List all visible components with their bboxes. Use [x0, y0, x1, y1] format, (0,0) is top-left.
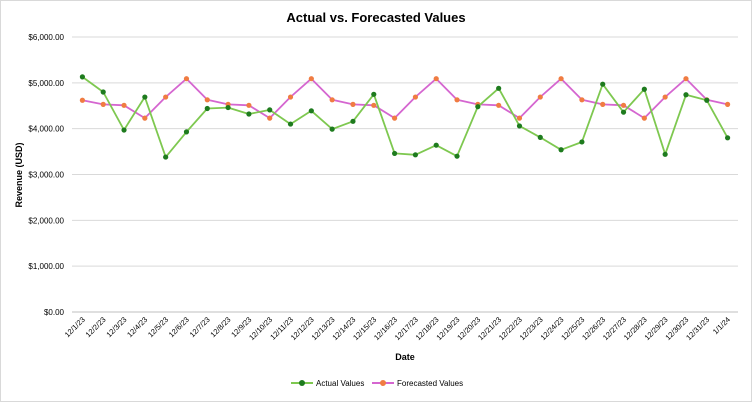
data-point-actual	[329, 126, 335, 132]
data-point-forecasted	[412, 94, 419, 100]
legend-label-actual: Actual Values	[316, 378, 365, 388]
data-point-actual	[537, 134, 543, 140]
data-point-actual	[496, 85, 502, 91]
data-point-forecasted	[267, 115, 273, 121]
data-point-forecasted	[433, 76, 439, 82]
x-tick-label: 12/7/23	[188, 315, 212, 339]
data-point-actual	[267, 107, 273, 113]
y-tick-label: $5,000.00	[28, 79, 64, 88]
y-tick-label: $0.00	[44, 308, 65, 317]
x-tick-label: 12/2/23	[84, 315, 108, 339]
data-point-actual	[163, 154, 169, 160]
x-tick-label: 1/1/24	[711, 315, 732, 336]
data-point-actual	[371, 91, 377, 97]
data-point-actual	[79, 74, 86, 80]
chart-title: Actual vs. Forecasted Values	[286, 10, 466, 25]
data-point-forecasted	[183, 76, 190, 82]
data-point-forecasted	[558, 76, 564, 82]
data-point-actual	[391, 150, 398, 157]
legend-swatch-actual	[291, 378, 313, 388]
data-point-forecasted	[641, 115, 647, 121]
series-line-actual	[81, 76, 729, 159]
data-point-forecasted	[620, 102, 627, 108]
data-point-forecasted	[246, 102, 252, 108]
x-tick-label: 12/5/23	[146, 315, 170, 339]
y-tick-label: $3,000.00	[28, 171, 64, 180]
data-point-forecasted	[79, 97, 86, 103]
data-point-actual	[100, 89, 106, 95]
data-point-forecasted	[308, 76, 314, 82]
data-point-forecasted	[537, 94, 543, 100]
data-point-actual	[724, 135, 731, 141]
data-point-actual	[287, 121, 294, 127]
x-tick-label: 12/8/23	[208, 315, 232, 339]
data-point-actual	[620, 109, 627, 115]
x-tick-label: 12/4/23	[125, 315, 149, 339]
data-point-forecasted	[329, 97, 335, 103]
legend-item-actual: Actual Values	[291, 378, 364, 388]
legend-marker-forecasted	[380, 380, 386, 386]
data-point-actual	[454, 153, 460, 159]
data-point-actual	[350, 118, 356, 124]
data-point-actual	[121, 127, 127, 133]
data-point-actual	[433, 142, 439, 148]
data-point-forecasted	[579, 97, 585, 103]
legend-swatch-forecasted	[372, 378, 394, 388]
series-line-forecasted	[82, 77, 728, 119]
x-tick-label: 12/3/23	[104, 315, 128, 339]
data-point-actual	[308, 108, 314, 114]
data-point-actual	[579, 139, 585, 145]
legend-marker-actual	[299, 380, 305, 386]
data-point-actual	[225, 104, 231, 111]
data-point-forecasted	[121, 102, 127, 108]
data-point-forecasted	[391, 115, 398, 121]
data-point-actual	[558, 147, 564, 153]
data-point-actual	[641, 86, 647, 92]
legend-item-forecasted: Forecasted Values	[372, 378, 463, 388]
data-point-actual	[142, 94, 148, 100]
data-point-actual	[600, 81, 606, 87]
y-tick-label: $1,000.00	[28, 262, 64, 271]
data-point-actual	[246, 111, 252, 117]
x-tick-label: 12/1/23	[63, 315, 87, 339]
data-point-forecasted	[454, 97, 460, 103]
x-axis-title: Date	[395, 352, 415, 362]
x-tick-label: 12/31/23	[684, 315, 711, 342]
data-point-forecasted	[142, 115, 148, 121]
data-point-forecasted	[350, 101, 356, 107]
data-point-forecasted	[287, 94, 294, 100]
x-tick-label: 12/6/23	[167, 315, 191, 339]
data-point-forecasted	[371, 102, 377, 108]
legend: Actual Values Forecasted Values	[0, 378, 752, 392]
data-point-forecasted	[163, 94, 169, 100]
data-point-forecasted	[600, 101, 606, 107]
data-point-actual	[662, 151, 668, 157]
y-tick-label: $4,000.00	[28, 125, 64, 134]
data-point-actual	[683, 92, 689, 98]
data-point-forecasted	[724, 101, 731, 107]
data-point-forecasted	[100, 101, 106, 107]
data-point-forecasted	[496, 102, 502, 108]
data-point-actual	[516, 123, 523, 129]
y-tick-label: $2,000.00	[28, 216, 64, 225]
data-point-actual	[204, 105, 210, 112]
data-point-forecasted	[662, 94, 668, 100]
data-point-forecasted	[683, 76, 689, 82]
legend-label-forecasted: Forecasted Values	[397, 378, 464, 388]
data-point-forecasted	[204, 97, 210, 103]
data-point-actual	[475, 104, 481, 110]
data-point-actual	[704, 97, 710, 103]
data-point-actual	[412, 152, 419, 158]
y-tick-label: $6,000.00	[28, 33, 64, 42]
data-point-actual	[183, 129, 190, 135]
data-point-forecasted	[516, 115, 523, 121]
